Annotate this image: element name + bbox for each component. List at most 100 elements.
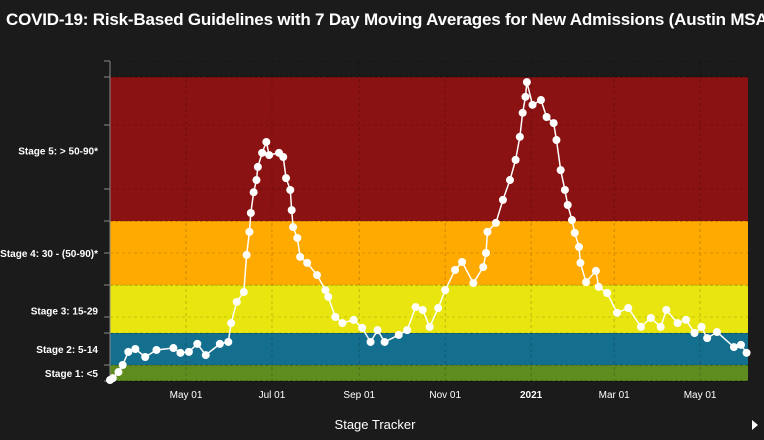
data-point: [498, 195, 507, 204]
data-point: [656, 322, 665, 331]
data-point: [366, 337, 375, 346]
data-point: [249, 188, 258, 197]
x-tick-label: May 01: [170, 390, 203, 401]
stage-label: Stage 1: <5: [45, 369, 99, 380]
next-arrow-icon[interactable]: [752, 420, 758, 430]
data-point: [682, 315, 691, 324]
data-point: [624, 304, 633, 313]
data-point: [242, 250, 251, 259]
data-point: [380, 337, 389, 346]
data-point: [542, 113, 551, 121]
data-point: [118, 361, 127, 369]
stage-band: [110, 221, 748, 285]
data-point: [483, 227, 492, 236]
data-point: [258, 148, 267, 157]
data-point: [536, 96, 545, 105]
data-point: [690, 329, 699, 337]
x-tick-label: Nov 01: [429, 390, 461, 401]
data-point: [296, 252, 305, 261]
data-point: [394, 330, 403, 339]
data-point: [451, 265, 460, 274]
data-point: [245, 227, 254, 236]
data-point: [131, 345, 140, 353]
data-point: [403, 326, 412, 335]
stage-label: Stage 5: > 50-90*: [18, 147, 98, 158]
data-point: [201, 351, 210, 360]
data-point: [279, 153, 288, 161]
data-point: [286, 185, 295, 194]
data-point: [313, 271, 322, 280]
data-point: [515, 132, 524, 141]
data-point: [567, 216, 576, 225]
data-point: [293, 233, 302, 242]
data-point: [411, 303, 420, 312]
data-point: [169, 344, 178, 353]
data-point: [505, 176, 514, 185]
data-point: [522, 78, 531, 87]
data-point: [613, 308, 622, 317]
data-point: [331, 313, 340, 321]
data-point: [224, 337, 233, 346]
data-point: [108, 374, 117, 383]
data-point: [262, 137, 271, 146]
stage-band: [110, 77, 748, 221]
data-point: [252, 176, 261, 185]
data-point: [556, 166, 565, 175]
data-point: [338, 319, 347, 328]
data-point: [458, 257, 467, 266]
stage-band: [110, 365, 748, 381]
data-point: [287, 206, 296, 215]
data-point: [152, 345, 161, 354]
data-point: [215, 339, 224, 348]
data-point: [418, 305, 427, 314]
data-point: [246, 209, 255, 217]
data-point: [176, 348, 185, 357]
data-point: [282, 174, 291, 183]
data-point: [124, 347, 133, 356]
data-point: [549, 119, 558, 128]
data-point: [673, 319, 682, 328]
data-point: [736, 340, 745, 349]
data-point: [349, 315, 358, 324]
data-point: [358, 323, 367, 332]
stage-band: [110, 333, 748, 365]
data-point: [425, 322, 434, 331]
data-point: [232, 297, 241, 306]
data-point: [479, 263, 488, 272]
data-point: [193, 339, 202, 348]
x-tick-label: May 01: [684, 390, 717, 401]
data-point: [289, 223, 298, 232]
data-point: [265, 151, 274, 160]
data-point: [697, 322, 706, 331]
data-point: [469, 279, 478, 288]
data-point: [560, 185, 569, 194]
data-point: [574, 242, 583, 251]
data-point: [594, 282, 603, 291]
data-point: [141, 353, 150, 361]
data-point: [482, 249, 491, 257]
x-tick-label: Mar 01: [599, 390, 631, 401]
stage-tracker-label: Stage Tracker: [334, 417, 416, 432]
stage-label: Stage 2: 5-14: [36, 345, 98, 356]
data-point: [646, 313, 655, 322]
data-point: [591, 266, 600, 275]
x-tick-label: Sep 01: [343, 390, 375, 401]
data-point: [713, 328, 722, 337]
data-point: [576, 258, 585, 267]
data-point: [603, 289, 612, 297]
data-point: [511, 155, 520, 164]
data-point: [662, 305, 671, 314]
data-point: [636, 322, 645, 331]
data-point: [373, 326, 382, 335]
data-point: [324, 292, 333, 301]
data-point: [528, 100, 537, 109]
data-point: [552, 136, 561, 145]
data-point: [303, 258, 312, 267]
x-tick-label: Jul 01: [259, 390, 286, 401]
data-point: [703, 334, 712, 343]
data-point: [239, 288, 248, 297]
data-point: [518, 108, 527, 117]
data-point: [521, 92, 530, 101]
data-point: [441, 286, 450, 295]
